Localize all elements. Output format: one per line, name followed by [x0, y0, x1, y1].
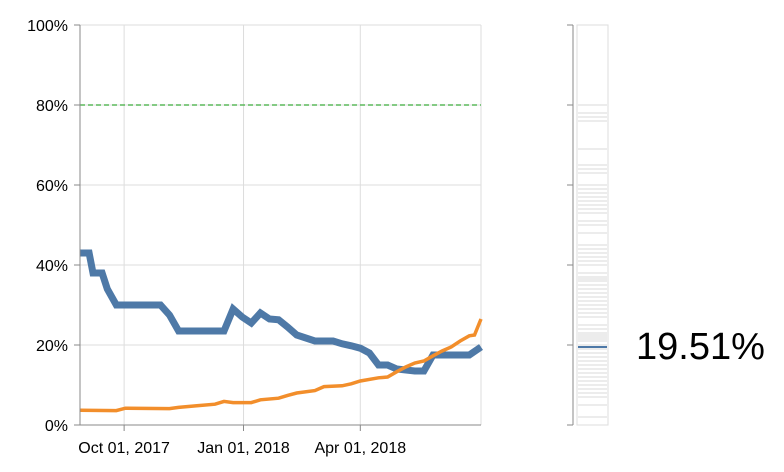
x-tick-label: Oct 01, 2017: [78, 440, 170, 457]
y-tick-label: 100%: [27, 18, 68, 35]
y-tick-label: 40%: [36, 258, 68, 275]
distribution-strip: [567, 24, 609, 426]
x-axis-tick-labels: Oct 01, 2017 Jan 01, 2018 Apr 01, 2018: [78, 440, 406, 457]
series-line-2: [79, 318, 483, 413]
line-chart-plot: 0% 20% 40% 60% 80% 100% Oct 01, 2017 Jan 01, 2…: [27, 18, 483, 457]
x-tick-label: Jan 01, 2018: [197, 440, 290, 457]
y-tick-label: 20%: [36, 338, 68, 355]
current-value-label: 19.51%: [636, 326, 765, 368]
series-lines: [79, 249, 483, 413]
y-tick-label: 0%: [45, 418, 68, 435]
y-tick-label: 60%: [36, 178, 68, 195]
x-tick-label: Apr 01, 2018: [314, 440, 406, 457]
axes: [74, 24, 481, 431]
grid-lines: [80, 24, 482, 426]
series-line-1: [80, 249, 483, 375]
y-axis-tick-labels: 0% 20% 40% 60% 80% 100%: [27, 18, 68, 435]
distribution-lines: [578, 104, 607, 418]
y-tick-label: 80%: [36, 98, 68, 115]
